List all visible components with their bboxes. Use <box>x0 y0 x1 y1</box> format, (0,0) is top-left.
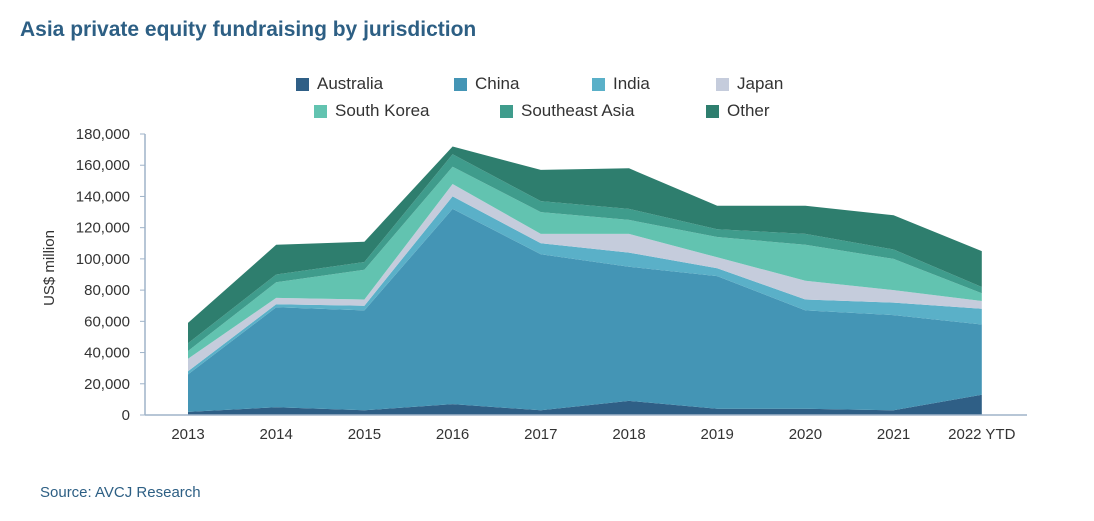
legend-item-japan: Japan <box>716 74 783 94</box>
x-tick-label: 2017 <box>524 426 557 443</box>
legend-item-southeast-asia: Southeast Asia <box>500 101 634 121</box>
legend-item-australia: Australia <box>296 74 383 94</box>
area-south-korea <box>188 166 982 359</box>
legend-swatch <box>706 104 719 118</box>
chart-title: Asia private equity fundraising by juris… <box>20 18 477 41</box>
area-australia <box>188 394 982 415</box>
source-note: Source: AVCJ Research <box>40 484 201 501</box>
legend-label: Southeast Asia <box>521 101 635 120</box>
x-tick-label: 2021 <box>877 426 910 443</box>
legend-label: Other <box>727 101 770 120</box>
legend-swatch <box>716 77 729 91</box>
y-tick-label: 100,000 <box>76 251 130 268</box>
legend-label: India <box>613 74 650 93</box>
x-tick-label: 2014 <box>260 426 293 443</box>
y-tick-label: 0 <box>122 407 130 424</box>
legend-label: South Korea <box>335 101 430 120</box>
legend-label: Japan <box>737 74 784 93</box>
x-tick-label: 2018 <box>612 426 645 443</box>
legend-item-south-korea: South Korea <box>314 101 430 121</box>
area-layer <box>188 146 982 415</box>
legend-swatch <box>454 77 467 91</box>
y-axis-label: US$ million <box>41 230 58 306</box>
area-china <box>188 208 982 412</box>
legend-label: China <box>475 74 520 93</box>
y-tick-label: 80,000 <box>84 282 130 299</box>
legend-swatch <box>296 77 309 91</box>
y-tick-label: 60,000 <box>84 313 130 330</box>
x-tick-label: 2015 <box>348 426 381 443</box>
legend-label: Australia <box>317 74 384 93</box>
legend-swatch <box>500 104 513 118</box>
y-tick-label: 140,000 <box>76 188 130 205</box>
legend-swatch <box>314 104 327 118</box>
legend-swatch <box>592 77 605 91</box>
y-tick-label: 120,000 <box>76 220 130 237</box>
y-tick-label: 40,000 <box>84 345 130 362</box>
legend-item-china: China <box>454 74 519 94</box>
y-tick-label: 180,000 <box>76 126 130 143</box>
chart-legend: Australia China India Japan South Korea … <box>0 74 1094 128</box>
x-tick-label: 2019 <box>701 426 734 443</box>
legend-item-other: Other <box>706 101 770 121</box>
x-tick-label: 2013 <box>171 426 204 443</box>
x-tick-label: 2016 <box>436 426 469 443</box>
legend-item-india: India <box>592 74 650 94</box>
x-tick-label: 2022 YTD <box>948 426 1015 443</box>
y-tick-label: 160,000 <box>76 157 130 174</box>
x-tick-label: 2020 <box>789 426 822 443</box>
area-other <box>188 146 982 344</box>
axes-layer: 0 20,000 40,000 60,000 80,000 100,000 120,000 1… <box>76 126 1027 443</box>
y-tick-label: 20,000 <box>84 376 130 393</box>
